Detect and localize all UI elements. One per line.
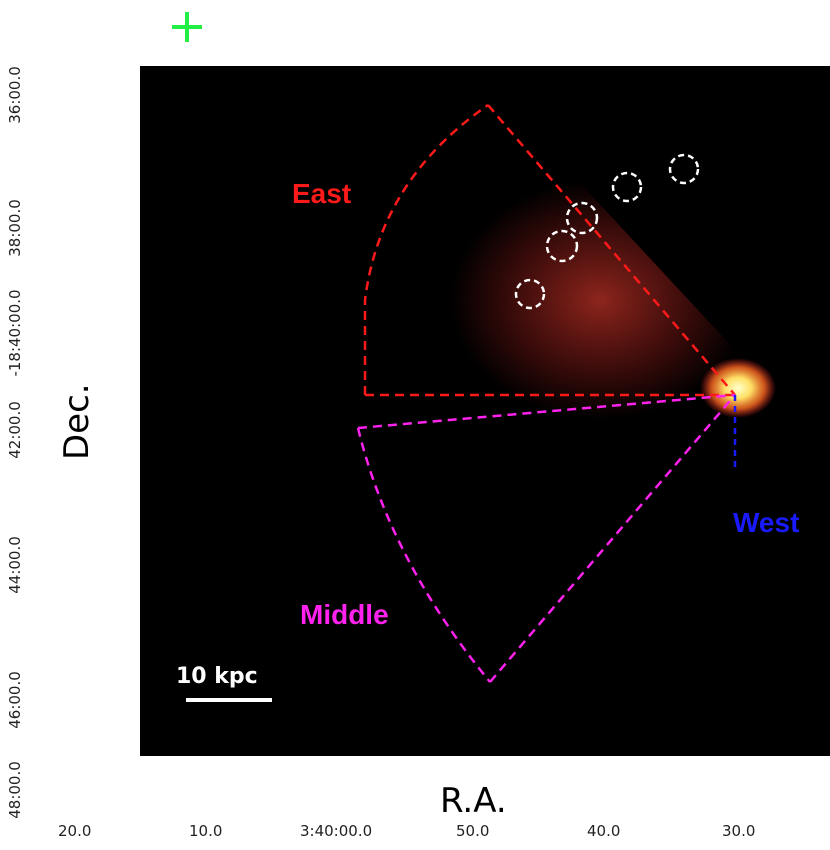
y-tick-label: 44:00.0 — [6, 536, 24, 594]
y-axis-label: Dec. — [57, 383, 97, 460]
point-source-3 — [565, 201, 599, 235]
point-source-1 — [668, 153, 700, 185]
point-source-2 — [611, 171, 643, 203]
point-source-5 — [514, 278, 546, 310]
scale-bar-label: 10 kpc — [176, 664, 258, 689]
x-tick-label: 10.0 — [189, 822, 222, 840]
y-tick-labels: 36:00.0 38:00.0 -18:40:00.0 42:00.0 44:0… — [6, 66, 24, 819]
west-label: West — [733, 507, 799, 538]
east-label: East — [292, 178, 351, 209]
middle-sector — [356, 393, 736, 683]
x-tick-label: 3:40:00.0 — [300, 822, 372, 840]
y-tick-label: 46:00.0 — [6, 671, 24, 729]
x-tick-label: 30.0 — [722, 822, 755, 840]
middle-label: Middle — [300, 599, 389, 630]
y-tick-label: -18:40:00.0 — [6, 289, 24, 376]
green-cross-marker — [172, 12, 202, 42]
y-tick-label: 38:00.0 — [6, 199, 24, 257]
y-tick-label: 48:00.0 — [6, 761, 24, 819]
y-tick-label: 36:00.0 — [6, 66, 24, 124]
point-source-4 — [545, 229, 579, 263]
x-tick-label: 50.0 — [456, 822, 489, 840]
bright-core — [700, 358, 776, 418]
point-source-circles — [514, 153, 700, 310]
x-tick-label: 40.0 — [587, 822, 620, 840]
x-tick-labels: 20.0 10.0 3:40:00.0 50.0 40.0 30.0 — [58, 822, 755, 840]
y-tick-label: 42:00.0 — [6, 401, 24, 459]
x-tick-label: 20.0 — [58, 822, 91, 840]
east-sector — [363, 103, 736, 397]
x-axis-label: R.A. — [440, 781, 507, 821]
